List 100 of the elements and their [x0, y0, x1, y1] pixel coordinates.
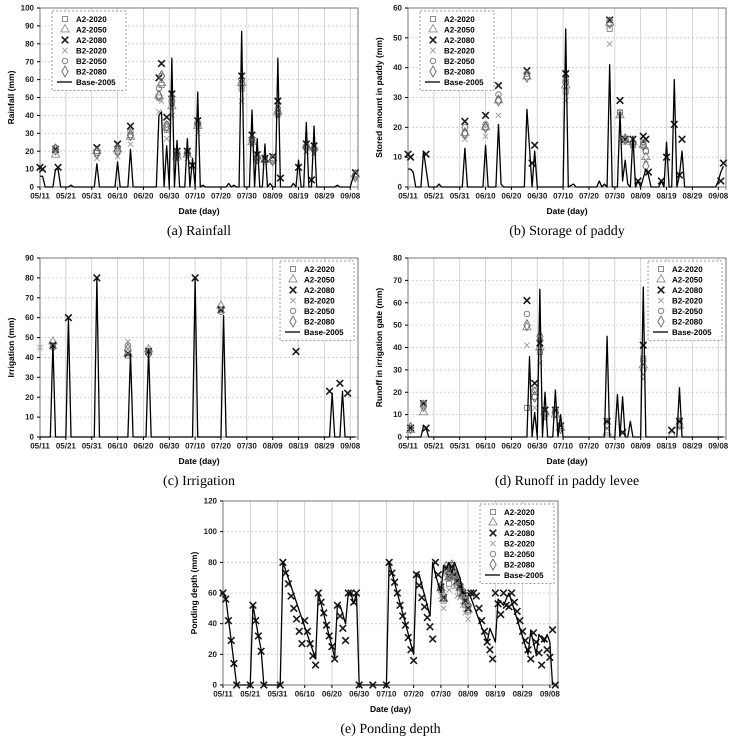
x-tick-label: 08/29: [682, 442, 703, 451]
x-tick-label: 05/11: [213, 690, 234, 699]
y-tick-label: 50: [25, 333, 35, 342]
x-tick-label: 05/11: [30, 442, 50, 451]
x-axis-title: Date (day): [178, 456, 220, 466]
x-tick-label: 06/10: [476, 192, 496, 201]
x-tick-label: 05/21: [56, 192, 76, 201]
legend-label: B2-2080: [444, 68, 476, 76]
x-tick-label: 05/31: [267, 690, 288, 699]
y-tick-label: 30: [25, 372, 35, 382]
legend-label: Base-2005: [444, 78, 484, 87]
x-tick-label: 05/31: [450, 442, 470, 451]
legend-label: A2-2020: [76, 15, 108, 24]
legend-label: Base-2005: [504, 571, 544, 580]
legend-label: A2-2080: [444, 36, 476, 45]
x-tick-label: 05/31: [82, 192, 102, 201]
legend-label: B2-2020: [304, 296, 336, 306]
y-tick-label: 60: [393, 298, 403, 308]
y-tick-label: 0: [30, 182, 35, 192]
x-tick-label: 08/09: [262, 192, 284, 201]
x-tick-label: 06/30: [349, 690, 370, 699]
y-tick-label: 20: [25, 392, 35, 402]
y-tick-label: 90: [25, 254, 35, 263]
y-tick-label: 60: [208, 588, 218, 598]
x-tick-label: 06/20: [133, 442, 154, 451]
x-tick-label: 07/30: [604, 442, 626, 451]
y-tick-label: 100: [20, 4, 35, 13]
x-tick-label: 05/11: [30, 192, 50, 201]
x-tick-label: 05/31: [82, 442, 102, 451]
y-tick-label: 40: [208, 619, 218, 628]
x-tick-label: 06/10: [476, 442, 496, 451]
x-tick-label: 08/19: [288, 442, 310, 451]
x-tick-label: 06/20: [322, 690, 342, 699]
x-tick-label: 07/10: [553, 192, 574, 201]
legend-label: B2-2080: [672, 318, 704, 326]
x-tick-label: 07/30: [604, 192, 626, 201]
legend-label: B2-2050: [672, 307, 704, 316]
y-tick-label: 70: [25, 293, 35, 302]
legend-label: B2-2080: [76, 68, 108, 76]
legend-label: B2-2080: [504, 560, 536, 570]
y-tick-label: 30: [25, 128, 35, 138]
y-tick-label: 20: [393, 388, 403, 397]
y-tick-label: 70: [25, 57, 35, 66]
y-tick-label: 40: [25, 353, 35, 362]
legend-label: A2-2080: [304, 286, 336, 295]
x-tick-label: 06/30: [527, 192, 548, 201]
y-tick-label: 80: [393, 254, 403, 263]
x-tick-label: 05/31: [450, 192, 470, 201]
legend-label: A2-2050: [672, 276, 704, 284]
legend-label: B2-2020: [672, 296, 704, 306]
x-tick-label: 06/10: [294, 690, 316, 699]
y-tick-label: 10: [393, 152, 403, 162]
y-axis-title: Runoff in irrigation gate (mm): [374, 288, 384, 408]
y-tick-label: 50: [25, 93, 35, 102]
x-tick-label: 07/20: [210, 442, 232, 451]
y-axis-title: Ponding depth (mm): [189, 552, 199, 634]
x-tick-label: 06/30: [527, 442, 548, 451]
legend-label: B2-2050: [504, 550, 536, 559]
x-tick-label: 08/19: [485, 690, 506, 699]
x-tick-label: 08/19: [656, 442, 678, 451]
x-tick-label: 09/08: [540, 690, 560, 699]
legend-label: B2-2050: [444, 57, 476, 66]
y-tick-label: 30: [393, 93, 403, 102]
x-axis-title: Date (day): [546, 456, 588, 466]
legend-label: A2-2020: [672, 265, 704, 274]
y-tick-label: 70: [393, 276, 403, 285]
x-tick-label: 08/29: [682, 192, 703, 201]
x-tick-label: 08/29: [512, 690, 534, 699]
x-tick-label: 08/19: [288, 192, 310, 201]
y-tick-label: 80: [25, 39, 35, 48]
x-tick-label: 08/09: [630, 442, 652, 451]
legend-label: Base-2005: [76, 78, 116, 87]
x-tick-label: 07/10: [185, 442, 206, 451]
y-tick-label: 20: [25, 146, 35, 156]
x-tick-label: 06/20: [501, 442, 522, 451]
y-tick-label: 100: [204, 527, 218, 536]
x-tick-label: 07/30: [236, 192, 258, 201]
legend-label: Base-2005: [304, 328, 344, 337]
x-tick-label: 08/09: [262, 442, 284, 451]
x-tick-label: 05/21: [424, 192, 444, 201]
x-tick-label: 05/21: [424, 442, 444, 451]
y-tick-label: 10: [25, 164, 35, 174]
text: (d) Runoff in paddy levee: [494, 474, 640, 489]
y-tick-label: 60: [393, 4, 403, 13]
x-axis-title: Date (day): [178, 206, 220, 216]
text: (a) Rainfall: [166, 224, 232, 239]
x-tick-label: 05/21: [56, 442, 76, 451]
x-tick-label: 07/10: [376, 690, 397, 699]
x-tick-label: 05/21: [240, 690, 261, 699]
x-tick-label: 06/20: [133, 192, 154, 201]
x-tick-label: 08/09: [630, 192, 652, 201]
text: (c) Irrigation: [163, 474, 235, 489]
x-tick-label: 06/10: [108, 442, 128, 451]
y-tick-label: 60: [25, 75, 35, 84]
x-tick-label: 05/11: [398, 442, 418, 451]
x-tick-label: 08/19: [656, 192, 678, 201]
x-tick-label: 07/30: [430, 690, 452, 699]
y-axis-title: Rainfall (mm): [6, 70, 16, 124]
legend-label: B2-2050: [76, 57, 108, 66]
x-tick-label: 06/20: [501, 192, 522, 201]
